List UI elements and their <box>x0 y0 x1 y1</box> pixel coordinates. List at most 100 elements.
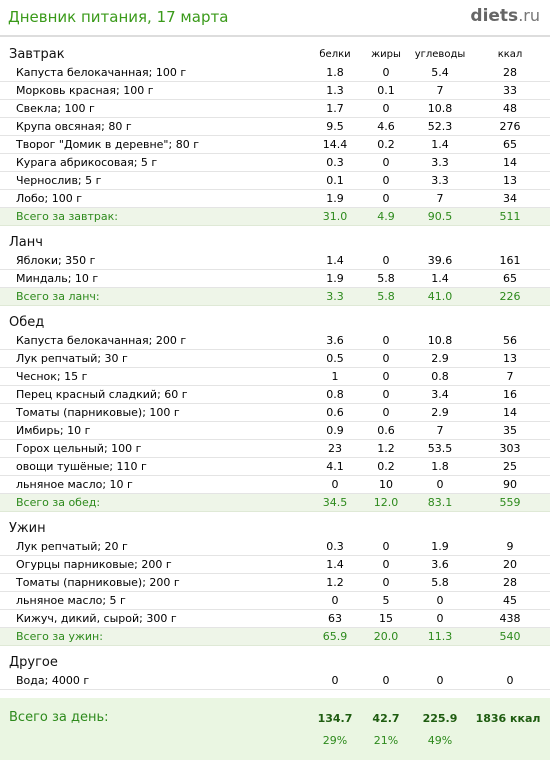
carbs-value: 0 <box>436 594 444 607</box>
food-row: Горох цельный; 100 г 23 1.2 53.5 303 <box>0 440 550 458</box>
kcal-value: 28 <box>503 576 517 589</box>
protein-value: 1.3 <box>326 84 344 97</box>
food-name: Морковь красная; 100 г <box>16 84 154 97</box>
food-row: Томаты (парниковые); 100 г 0.6 0 2.9 14 <box>0 404 550 422</box>
carbs-value: 1.4 <box>431 272 449 285</box>
meal-total-label: Всего за ужин: <box>16 630 103 643</box>
carbs-value: 2.9 <box>431 352 449 365</box>
protein-value: 1.2 <box>326 576 344 589</box>
fat-value: 0 <box>382 192 390 205</box>
protein-value: 1.9 <box>326 192 344 205</box>
fat-value: 0 <box>382 334 390 347</box>
fat-value: 0.2 <box>377 138 395 151</box>
food-row: Капуста белокачанная; 100 г 1.8 0 5.4 28 <box>0 64 550 82</box>
food-row: Чернослив; 5 г 0.1 0 3.3 13 <box>0 172 550 190</box>
food-row: Лук репчатый; 20 г 0.3 0 1.9 9 <box>0 538 550 556</box>
header-divider <box>0 35 550 37</box>
carbs-value: 1.4 <box>431 138 449 151</box>
carbs-value: 7 <box>436 192 444 205</box>
kcal-value: 28 <box>503 66 517 79</box>
kcal-value: 9 <box>506 540 514 553</box>
meal-total-label: Всего за обед: <box>16 496 101 509</box>
kcal-value: 45 <box>503 594 517 607</box>
carbs-value: 3.6 <box>431 558 449 571</box>
protein-value: 0.9 <box>326 424 344 437</box>
kcal-total: 559 <box>499 496 521 509</box>
food-name: Лук репчатый; 20 г <box>16 540 128 553</box>
carbs-value: 0 <box>436 674 444 687</box>
food-row: Капуста белокачанная; 200 г 3.6 0 10.8 56 <box>0 332 550 350</box>
carbs-value: 3.3 <box>431 174 449 187</box>
day-total-protein: 134.7 <box>317 712 353 725</box>
fat-total: 20.0 <box>373 630 399 643</box>
meal-total-row: Всего за завтрак: 31.0 4.9 90.5 511 <box>0 208 550 226</box>
kcal-value: 48 <box>503 102 517 115</box>
food-row: Яблоки; 350 г 1.4 0 39.6 161 <box>0 252 550 270</box>
day-protein-percent: 29% <box>322 734 348 747</box>
carbs-value: 3.3 <box>431 156 449 169</box>
kcal-value: 90 <box>503 478 517 491</box>
protein-value: 1.4 <box>326 558 344 571</box>
food-name: Лук репчатый; 30 г <box>16 352 128 365</box>
meal-title: Обед <box>9 315 45 330</box>
protein-value: 1.8 <box>326 66 344 79</box>
day-fat-percent: 21% <box>373 734 399 747</box>
protein-total: 3.3 <box>326 290 344 303</box>
carbs-value: 0 <box>436 612 444 625</box>
column-header: углеводы <box>414 49 466 60</box>
food-row: Свекла; 100 г 1.7 0 10.8 48 <box>0 100 550 118</box>
protein-value: 1 <box>331 370 339 383</box>
meal-section-header: Завтрак белки жиры углеводы ккал <box>0 44 550 64</box>
food-name: Яблоки; 350 г <box>16 254 96 267</box>
food-name: Лобо; 100 г <box>16 192 82 205</box>
kcal-value: 438 <box>499 612 521 625</box>
food-name: овощи тушёные; 110 г <box>16 460 147 473</box>
kcal-value: 303 <box>499 442 521 455</box>
fat-value: 5 <box>382 594 390 607</box>
food-row: Имбирь; 10 г 0.9 0.6 7 35 <box>0 422 550 440</box>
protein-value: 0 <box>331 594 339 607</box>
kcal-value: 161 <box>499 254 521 267</box>
protein-value: 1.9 <box>326 272 344 285</box>
food-name: Томаты (парниковые); 200 г <box>16 576 180 589</box>
fat-value: 5.8 <box>377 272 395 285</box>
fat-value: 0 <box>382 254 390 267</box>
fat-value: 0.6 <box>377 424 395 437</box>
kcal-value: 0 <box>506 674 514 687</box>
carbs-value: 5.8 <box>431 576 449 589</box>
meal-section-header: Ланч <box>0 232 550 252</box>
protein-value: 1.7 <box>326 102 344 115</box>
protein-value: 0.6 <box>326 406 344 419</box>
food-row: Чеснок; 15 г 1 0 0.8 7 <box>0 368 550 386</box>
carbs-value: 1.8 <box>431 460 449 473</box>
food-name: Капуста белокачанная; 200 г <box>16 334 187 347</box>
kcal-total: 540 <box>499 630 521 643</box>
food-name: Чеснок; 15 г <box>16 370 88 383</box>
carbs-value: 1.9 <box>431 540 449 553</box>
kcal-value: 35 <box>503 424 517 437</box>
column-header: жиры <box>371 49 401 60</box>
food-row: Миндаль; 10 г 1.9 5.8 1.4 65 <box>0 270 550 288</box>
protein-value: 1.4 <box>326 254 344 267</box>
carbs-value: 53.5 <box>427 442 453 455</box>
protein-total: 65.9 <box>322 630 348 643</box>
meal-title: Другое <box>9 655 58 670</box>
food-row: Лобо; 100 г 1.9 0 7 34 <box>0 190 550 208</box>
site-logo[interactable]: diets.ru <box>470 5 540 27</box>
kcal-value: 13 <box>503 352 517 365</box>
food-row: Кижуч, дикий, сырой; 300 г 63 15 0 438 <box>0 610 550 628</box>
food-row: Курага абрикосовая; 5 г 0.3 0 3.3 14 <box>0 154 550 172</box>
food-name: Горох цельный; 100 г <box>16 442 142 455</box>
day-total-kcal: 1836 ккал <box>475 712 541 725</box>
carbs-value: 10.8 <box>427 102 453 115</box>
fat-value: 0 <box>382 352 390 365</box>
fat-value: 0.1 <box>377 84 395 97</box>
fat-value: 0 <box>382 388 390 401</box>
column-header: белки <box>319 49 351 60</box>
carbs-total: 83.1 <box>427 496 453 509</box>
protein-value: 0 <box>331 674 339 687</box>
fat-value: 0 <box>382 156 390 169</box>
food-row: овощи тушёные; 110 г 4.1 0.2 1.8 25 <box>0 458 550 476</box>
fat-value: 0 <box>382 102 390 115</box>
food-row: Лук репчатый; 30 г 0.5 0 2.9 13 <box>0 350 550 368</box>
